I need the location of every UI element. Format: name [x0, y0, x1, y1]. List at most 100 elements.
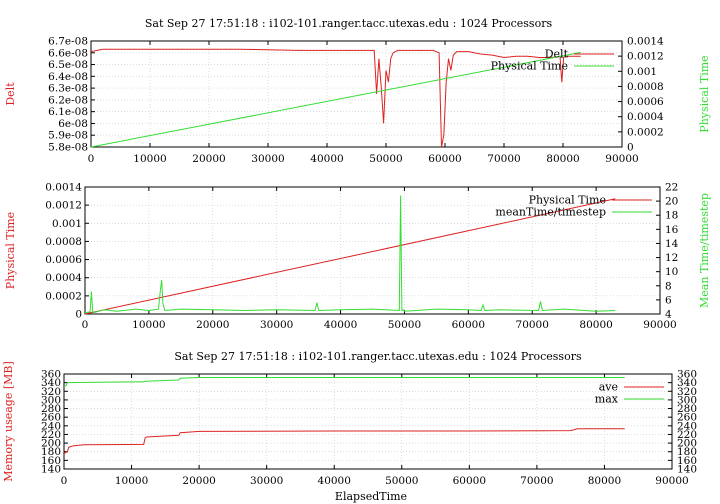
- y-tick-label: 6.1e-08: [48, 106, 88, 118]
- y-tick-label: 300: [41, 394, 61, 406]
- y-tick-label: 6.2e-08: [48, 94, 88, 106]
- x-tick-label: 50000: [385, 475, 418, 487]
- plot-frame: [63, 373, 673, 470]
- y-tick-label: 280: [41, 403, 61, 415]
- x-axis-label: ElapsedTime: [335, 490, 407, 503]
- y2-tick-label: 0.0006: [627, 96, 664, 108]
- series-line-physical-time: [90, 51, 581, 148]
- y2-tick-label: 0.0004: [627, 111, 664, 123]
- legend-label: Physical Time: [491, 60, 568, 73]
- y2-tick-label: 22: [665, 182, 678, 194]
- x-tick-label: 70000: [516, 319, 549, 331]
- y2-tick-label: 340: [677, 377, 697, 389]
- x-tick-label: 40000: [310, 153, 343, 165]
- x-tick-label: 10000: [115, 475, 148, 487]
- y2-tick-label: 320: [677, 386, 697, 398]
- y2-tick-label: 0.0002: [627, 126, 664, 138]
- x-tick-label: 90000: [655, 475, 688, 487]
- x-tick-label: 50000: [388, 319, 421, 331]
- chart-panel-2: 0 10000 20000 30000 40000 50000 60000 70000 8000…: [4, 182, 711, 332]
- chart-panel-1: 0 10000 20000 30000 40000 50000 60000 70000 8000…: [4, 17, 711, 165]
- series-line-meantime-timestep: [84, 195, 616, 314]
- y2-tick-label: 280: [677, 403, 697, 415]
- y2-axis-label: Mean Time/timestep: [698, 193, 711, 308]
- legend-label: Delt: [545, 48, 569, 61]
- y-tick-label: 0.0004: [45, 272, 82, 284]
- y2-tick-label: 12: [665, 252, 678, 264]
- y-axis-label: Physical Time: [4, 212, 17, 289]
- x-tick-label: 80000: [546, 153, 579, 165]
- y-tick-label: 6.4e-08: [48, 71, 88, 83]
- y-tick-label: 6e-08: [58, 118, 88, 130]
- y2-tick-label: 14: [665, 238, 679, 250]
- x-tick-label: 30000: [251, 153, 284, 165]
- series-line-delt: [90, 48, 581, 148]
- y2-tick-label: 20: [665, 196, 678, 208]
- legend-label: ave: [599, 381, 618, 394]
- chart-title: Sat Sep 27 17:51:18 : i102-101.ranger.ta…: [174, 350, 582, 363]
- x-tick-label: 20000: [196, 319, 229, 331]
- x-tick-label: 10000: [132, 319, 165, 331]
- y2-tick-label: 0.0014: [627, 36, 664, 48]
- y2-tick-label: 220: [677, 429, 697, 441]
- y-tick-label: 160: [41, 455, 61, 467]
- x-tick-label: 70000: [487, 153, 520, 165]
- x-tick-label: 0: [82, 319, 89, 331]
- series-line-ave: [63, 428, 625, 454]
- y2-tick-label: 0: [627, 142, 634, 154]
- y2-tick-label: 16: [665, 224, 679, 236]
- x-tick-label: 40000: [318, 475, 351, 487]
- y-tick-label: 260: [41, 412, 61, 424]
- y2-tick-label: 18: [665, 210, 678, 222]
- y-tick-label: 0.0008: [45, 236, 82, 248]
- y-axis-label: Memory useage [MB]: [2, 361, 15, 482]
- y-tick-label: 0.0014: [45, 182, 82, 194]
- y-tick-label: 180: [41, 446, 61, 458]
- y2-tick-label: 180: [677, 446, 697, 458]
- y-tick-label: 140: [41, 464, 61, 476]
- plot-frame: [84, 186, 661, 315]
- x-tick-label: 80000: [579, 319, 612, 331]
- x-tick-label: 20000: [182, 475, 215, 487]
- y-tick-label: 220: [41, 429, 61, 441]
- x-tick-label: 60000: [452, 319, 485, 331]
- x-tick-label: 50000: [369, 153, 402, 165]
- x-tick-label: 40000: [324, 319, 357, 331]
- plot-frame: [90, 40, 623, 148]
- x-tick-label: 0: [61, 475, 68, 487]
- x-tick-label: 30000: [260, 319, 293, 331]
- y-tick-label: 6.5e-08: [48, 59, 88, 71]
- y-tick-label: 360: [41, 369, 61, 381]
- y2-axis-label: Physical Time: [698, 55, 711, 132]
- y2-tick-label: 300: [677, 394, 697, 406]
- y-axis-label: Delt: [4, 82, 17, 106]
- y2-tick-label: 200: [677, 438, 697, 450]
- x-tick-label: 10000: [133, 153, 166, 165]
- y-tick-label: 0.0006: [45, 254, 82, 266]
- series-line-physical-time: [84, 198, 616, 315]
- y-tick-label: 340: [41, 377, 61, 389]
- y-tick-label: 6.7e-08: [48, 36, 88, 48]
- x-tick-label: 0: [88, 153, 95, 165]
- y2-tick-label: 0.0012: [627, 51, 664, 63]
- legend-label: Physical Time: [529, 194, 606, 207]
- y-tick-label: 0.0012: [45, 200, 82, 212]
- chart-title: Sat Sep 27 17:51:18 : i102-101.ranger.ta…: [145, 17, 553, 30]
- y2-tick-label: 4: [665, 309, 672, 321]
- y2-tick-label: 360: [677, 369, 697, 381]
- y-tick-label: 0.0002: [45, 290, 82, 302]
- y-tick-label: 240: [41, 420, 61, 432]
- series-line-max: [63, 377, 625, 387]
- chart-panel-3: 0 10000 20000 30000 40000 50000 60000 70000 8000…: [2, 350, 697, 503]
- y-tick-label: 6.6e-08: [48, 47, 88, 59]
- y-tick-label: 320: [41, 386, 61, 398]
- y-tick-label: 0.001: [52, 218, 82, 230]
- y2-tick-label: 260: [677, 412, 697, 424]
- x-tick-label: 60000: [428, 153, 461, 165]
- x-tick-label: 80000: [588, 475, 621, 487]
- legend-label: meanTime/timestep: [495, 206, 606, 219]
- legend-label: max: [595, 393, 619, 406]
- y-tick-label: 6.3e-08: [48, 83, 88, 95]
- y2-tick-label: 160: [677, 455, 697, 467]
- y2-tick-label: 0.0008: [627, 81, 664, 93]
